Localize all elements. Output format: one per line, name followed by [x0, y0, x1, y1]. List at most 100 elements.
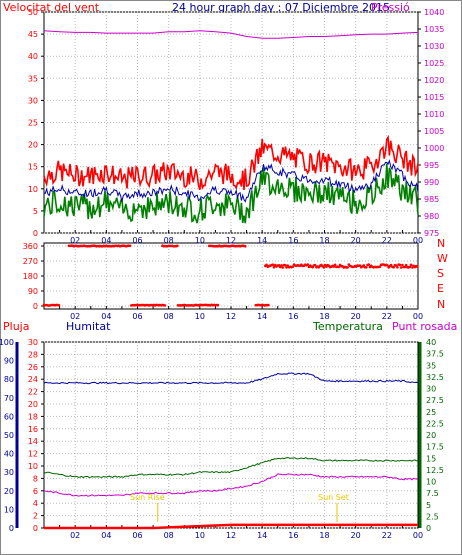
x-tick-label: 18 — [319, 312, 329, 321]
x-tick-label: 14 — [257, 312, 267, 321]
direction-series — [42, 244, 419, 307]
rain-tick-label: 20 — [28, 400, 38, 409]
pressure-tick-label: 980 — [424, 212, 439, 221]
direction-point — [57, 304, 61, 307]
x-tick-label: 12 — [226, 312, 236, 321]
x-tick-label: 16 — [288, 236, 298, 245]
wind-gust-series — [43, 134, 419, 191]
direction-point — [386, 264, 389, 267]
direction-point — [396, 265, 399, 269]
wind-tick-label: 50 — [28, 8, 38, 17]
direction-point — [271, 263, 275, 267]
direction-point — [128, 244, 132, 248]
wind-tick-label: 25 — [28, 119, 38, 128]
direction-point — [306, 263, 310, 266]
temperature-tick-label: 27.5 — [426, 396, 444, 405]
direction-point — [265, 263, 268, 267]
chart-title: 24 hour graph day : 07 Diciembre 2015 — [172, 1, 390, 14]
direction-point — [283, 264, 287, 267]
x-tick-label: 10 — [195, 531, 205, 540]
x-tick-label: 02 — [70, 531, 80, 540]
pressure-tick-label: 1025 — [424, 59, 444, 68]
direction-point — [416, 265, 419, 269]
pressure-tick-label: 985 — [424, 195, 439, 204]
humidity-tick-label: 60 — [4, 412, 14, 421]
x-tick-label: 10 — [195, 236, 205, 245]
direction-point — [408, 265, 412, 269]
pressure-label: Pressió — [371, 1, 410, 14]
pressure-tick-label: 990 — [424, 178, 439, 187]
direction-point — [337, 265, 341, 269]
rain-label: Pluja — [3, 320, 29, 333]
direction-point — [244, 245, 247, 248]
direction-point — [409, 263, 413, 267]
pressure-tick-label: 995 — [424, 161, 439, 170]
rain-tick-label: 8 — [33, 474, 38, 483]
temperature-tick-label: 5 — [426, 501, 431, 510]
humidity-series — [43, 372, 419, 385]
x-tick-label: 00 — [413, 236, 423, 245]
x-tick-label: 22 — [382, 236, 392, 245]
pressure-tick-label: 1030 — [424, 42, 444, 51]
temperature-series — [43, 457, 419, 479]
humidity-tick-label: 80 — [4, 375, 14, 384]
temperature-tick-label: 2.5 — [426, 512, 439, 521]
direction-point — [398, 263, 402, 267]
pressure-tick-label: 1010 — [424, 110, 444, 119]
pressure-tick-label: 1000 — [424, 144, 444, 153]
temperature-tick-label: 15 — [426, 454, 436, 463]
temperature-tick-label: 30 — [426, 385, 436, 394]
dewpoint-label: Punt rosada — [392, 320, 457, 333]
pressure-tick-label: 1040 — [424, 8, 444, 17]
temperature-tick-label: 10 — [426, 478, 436, 487]
x-tick-label: 06 — [132, 312, 142, 321]
sunset-label: Sun Set — [318, 493, 349, 502]
x-tick-label: 12 — [226, 531, 236, 540]
wind-tick-label: 5 — [33, 207, 38, 216]
wind-tick-label: 35 — [28, 74, 38, 83]
wind-avg-series — [43, 159, 419, 203]
x-tick-label: 00 — [413, 312, 423, 321]
x-tick-label: 20 — [351, 236, 361, 245]
rain-tick-label: 24 — [28, 375, 38, 384]
dir-tick-label: 270 — [23, 257, 38, 266]
temperature-tick-label: 0 — [426, 524, 431, 533]
dir-tick-label: 0 — [33, 302, 38, 311]
temperature-tick-label: 22.5 — [426, 419, 444, 428]
x-tick-label: 04 — [101, 236, 111, 245]
direction-point — [313, 263, 317, 267]
x-tick-label: 22 — [382, 312, 392, 321]
dir-tick-label: 360 — [23, 242, 38, 251]
direction-point — [291, 265, 295, 269]
x-tick-label: 04 — [101, 531, 111, 540]
humidity-tick-label: 90 — [4, 357, 14, 366]
x-tick-label: 04 — [101, 312, 111, 321]
wind-tick-label: 10 — [28, 185, 38, 194]
x-tick-label: 14 — [257, 531, 267, 540]
rain-tick-label: 10 — [28, 462, 38, 471]
rain-tick-label: 4 — [33, 499, 38, 508]
x-tick-label: 06 — [132, 236, 142, 245]
rain-tick-label: 12 — [28, 450, 38, 459]
temperature-tick-label: 17.5 — [426, 443, 444, 452]
x-tick-label: 08 — [164, 312, 174, 321]
rain-tick-label: 18 — [28, 412, 38, 421]
wind-label: Velocitat del vent — [3, 1, 100, 14]
humidity-label: Humitat — [66, 320, 111, 333]
pressure-tick-label: 1015 — [424, 93, 444, 102]
wind-tick-label: 40 — [28, 52, 38, 61]
rain-tick-label: 22 — [28, 388, 38, 397]
direction-point — [401, 263, 404, 267]
x-tick-label: 02 — [70, 236, 80, 245]
direction-point — [392, 266, 396, 269]
pressure-tick-label: 1035 — [424, 25, 444, 34]
temperature-tick-label: 40 — [426, 338, 436, 347]
humidity-tick-label: 100 — [0, 338, 14, 347]
wind-min-series — [43, 163, 419, 224]
rain-tick-label: 0 — [33, 524, 38, 533]
rain-tick-label: 28 — [28, 350, 38, 359]
wind-tick-label: 20 — [28, 141, 38, 150]
rain-tick-label: 30 — [28, 338, 38, 347]
temperature-label: Temperatura — [312, 320, 383, 333]
